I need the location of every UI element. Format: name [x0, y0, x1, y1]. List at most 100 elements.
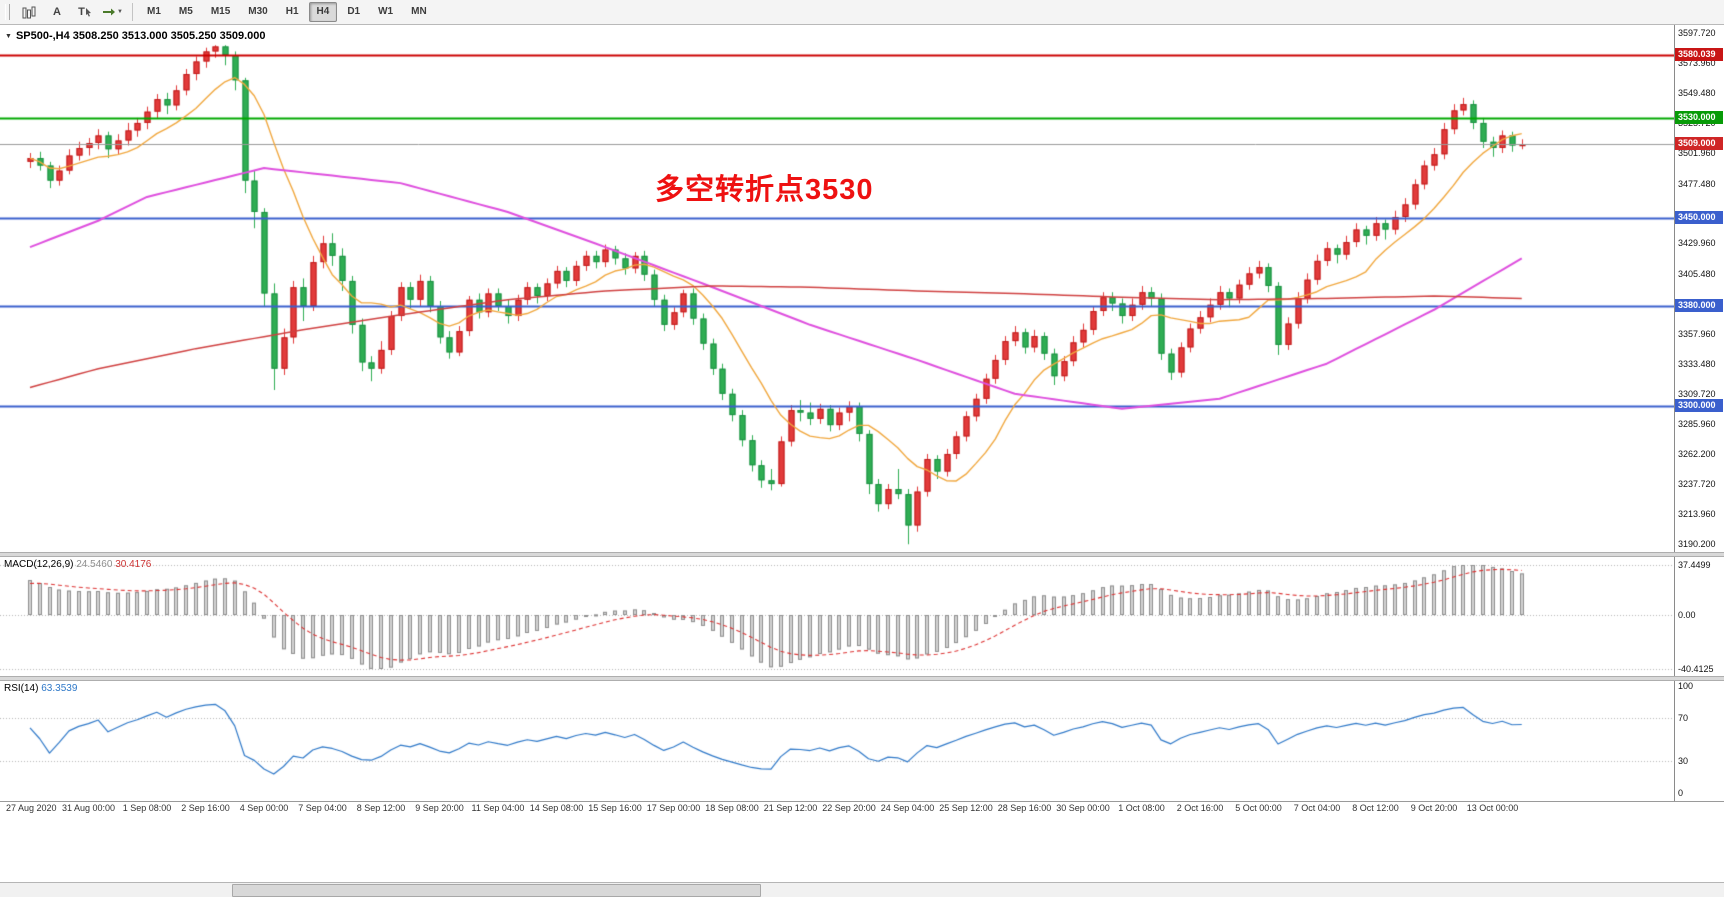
collapse-triangle-icon[interactable]: ▼ [5, 32, 12, 40]
price-tick: 3357.960 [1678, 328, 1716, 339]
time-axis-label: 8 Oct 12:00 [1352, 803, 1399, 813]
macd-scale[interactable]: 37.4499 0.00 -40.4125 [1674, 557, 1724, 676]
time-axis-label: 22 Sep 20:00 [822, 803, 876, 813]
horizontal-scrollbar[interactable] [0, 882, 1724, 897]
time-axis-label: 5 Oct 00:00 [1235, 803, 1282, 813]
time-axis-label: 18 Sep 08:00 [705, 803, 759, 813]
timeframe-button-mn[interactable]: MN [411, 6, 427, 17]
macd-title: MACD(12,26,9) [4, 559, 74, 570]
cursor-icon [85, 7, 91, 17]
price-tick: 3429.960 [1678, 238, 1716, 249]
timeframe-switch-button[interactable]: ▼ [99, 1, 127, 23]
macd-readout: MACD(12,26,9) 24.5460 30.4176 [4, 559, 151, 570]
timeframe-button-m15[interactable]: M15 [210, 6, 231, 17]
time-axis-label: 9 Sep 20:00 [415, 803, 464, 813]
time-axis[interactable]: 27 Aug 2020 31 Aug 00:00 1 Sep 08:00 2 Sep … [0, 801, 1724, 815]
macd-chart[interactable]: MACD(12,26,9) 24.5460 30.4176 [0, 557, 1674, 676]
bar-chart-icon [22, 6, 36, 18]
timeframe-button-h1[interactable]: H1 [285, 6, 299, 17]
macd-axis-label: 0.00 [1678, 610, 1696, 621]
chevron-down-icon: ▼ [117, 9, 123, 15]
time-axis-label: 7 Sep 04:00 [298, 803, 347, 813]
macd-panel: MACD(12,26,9) 24.5460 30.4176 37.4499 0.0… [0, 557, 1724, 676]
toolbar: A T ▼ M1 M5 M15 M30 H1 H4 D1 W1 MN [0, 0, 1724, 25]
annotation-tool-button[interactable]: A [43, 1, 71, 23]
price-tick: 3309.720 [1678, 389, 1716, 400]
time-axis-label: 30 Sep 00:00 [1056, 803, 1110, 813]
time-axis-label: 13 Oct 00:00 [1466, 803, 1519, 813]
text-tool-label: T [78, 6, 85, 18]
time-axis-label: 1 Sep 08:00 [122, 803, 172, 813]
price-panel: ▼ SP500-,H4 3508.250 3513.000 3505.250 3… [0, 25, 1724, 552]
scrollbar-thumb[interactable] [232, 884, 761, 897]
cycle-arrows-icon [103, 8, 116, 16]
price-level-badge-3580.039: 3580.039 [1675, 48, 1723, 62]
timeframe-button-w1[interactable]: W1 [378, 6, 394, 17]
price-tick: 3190.200 [1678, 539, 1716, 549]
time-axis-label: 2 Oct 16:00 [1176, 803, 1224, 813]
time-axis-label: 25 Sep 12:00 [939, 803, 993, 813]
panel-divider-macd[interactable] [0, 552, 1724, 557]
time-axis-label: 1 Oct 08:00 [1118, 803, 1165, 813]
rsi-axis-label: 100 [1678, 681, 1694, 691]
toolbar-separator [132, 3, 133, 21]
timeframe-button-h4[interactable]: H4 [308, 2, 338, 22]
price-level-badge-3450: 3450.000 [1675, 211, 1723, 225]
price-level-badge-3530: 3530.000 [1675, 110, 1723, 124]
symbol-ohlc-readout: ▼ SP500-,H4 3508.250 3513.000 3505.250 3… [5, 30, 266, 42]
time-axis-label: 2 Sep 16:00 [181, 803, 230, 813]
rsi-chart[interactable]: RSI(14) 63.3539 [0, 681, 1674, 801]
price-tick: 3573.960 [1678, 57, 1716, 68]
price-tick: 3597.720 [1678, 28, 1716, 38]
toolbar-grip[interactable] [5, 4, 10, 20]
time-axis-label: 9 Oct 20:00 [1410, 803, 1458, 813]
rsi-title: RSI(14) [4, 683, 39, 694]
rsi-canvas[interactable] [0, 681, 1674, 801]
rsi-axis-label: 0 [1678, 788, 1684, 798]
time-axis-label: 31 Aug 00:00 [61, 803, 116, 813]
price-chart[interactable]: ▼ SP500-,H4 3508.250 3513.000 3505.250 3… [0, 25, 1674, 552]
price-level-badge-3509: 3509.000 [1675, 137, 1723, 151]
time-axis-label: 14 Sep 08:00 [529, 803, 584, 813]
timeframe-button-m1[interactable]: M1 [147, 6, 161, 17]
time-axis-label: 27 Aug 2020 [6, 803, 57, 813]
price-level-badge-3380: 3380.000 [1675, 299, 1723, 312]
macd-signal-value: 30.4176 [115, 559, 152, 570]
timeframe-buttons: M1 M5 M15 M30 H1 H4 D1 W1 MN [138, 2, 436, 22]
rsi-readout: RSI(14) 63.3539 [4, 683, 77, 694]
rsi-scale[interactable]: 100 70 30 0 [1674, 681, 1724, 801]
timeframe-button-m30[interactable]: M30 [248, 6, 268, 17]
price-tick: 3262.200 [1678, 448, 1716, 459]
time-axis-label: 28 Sep 16:00 [997, 803, 1052, 813]
price-tick: 3333.480 [1678, 359, 1716, 370]
price-scale[interactable]: 3597.7203573.9603549.4803525.7203501.960… [1674, 25, 1724, 552]
rsi-value: 63.3539 [41, 683, 78, 694]
window-background [0, 815, 1724, 882]
text-tool-button[interactable]: T [71, 1, 99, 23]
price-tick: 3405.480 [1678, 269, 1716, 280]
price-tick: 3237.720 [1678, 479, 1716, 490]
rsi-axis-label: 30 [1678, 755, 1689, 766]
time-axis-label: 7 Oct 04:00 [1293, 803, 1341, 813]
price-tick: 3501.960 [1678, 148, 1716, 159]
timeframe-button-m5[interactable]: M5 [178, 6, 193, 17]
chart-annotation-text[interactable]: 多空转折点3530 [655, 174, 874, 206]
time-axis-label: 21 Sep 12:00 [763, 803, 818, 813]
chart-window: ▼ SP500-,H4 3508.250 3513.000 3505.250 3… [0, 25, 1724, 815]
price-level-badge-3300: 3300.000 [1675, 399, 1723, 413]
chart-bars-icon[interactable] [15, 1, 43, 23]
time-axis-label: 11 Sep 04:00 [471, 803, 525, 813]
price-tick: 3477.480 [1678, 178, 1716, 189]
panel-divider-rsi[interactable] [0, 676, 1724, 681]
time-axis-label: 24 Sep 04:00 [880, 803, 935, 813]
time-axis-label: 15 Sep 16:00 [588, 803, 642, 813]
timeframe-button-d1[interactable]: D1 [347, 6, 361, 17]
macd-canvas[interactable] [0, 557, 1674, 676]
macd-main-value: 24.5460 [76, 559, 113, 570]
price-chart-canvas[interactable] [0, 25, 1674, 552]
time-axis-label: 8 Sep 12:00 [356, 803, 406, 813]
price-tick: 3549.480 [1678, 88, 1716, 99]
rsi-panel: RSI(14) 63.3539 100 70 30 0 [0, 681, 1724, 801]
rsi-axis-label: 70 [1678, 713, 1689, 724]
macd-axis-label: -40.4125 [1678, 664, 1714, 674]
